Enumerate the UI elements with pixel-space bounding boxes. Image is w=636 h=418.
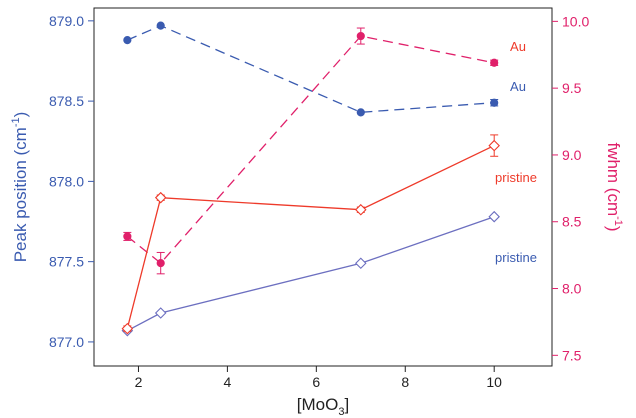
- x-tick-label-2: 6: [312, 374, 320, 390]
- series-3-point-1: [154, 191, 167, 204]
- series-1-point-2: [355, 257, 367, 270]
- y-right-tick-label-5: 10.0: [562, 13, 589, 29]
- series-3-point-0: [121, 322, 134, 335]
- y-left-tick-label-0: 877.0: [49, 334, 84, 350]
- series-1-line: [126, 216, 495, 332]
- series-2-line: [126, 35, 495, 264]
- series-2-point-2: [356, 31, 365, 41]
- series-1-point-1: [154, 307, 167, 319]
- y-right-tick-label-0: 7.5: [562, 347, 582, 363]
- y-left-tick-label-1: 877.5: [49, 254, 84, 270]
- y-left-tick-label-3: 878.5: [49, 93, 84, 109]
- y-axis-right-label: fwhm (cm-1): [604, 142, 624, 231]
- series-3-point-3: [488, 139, 500, 152]
- y-right-tick-label-1: 8.0: [562, 281, 582, 297]
- y-right-tick-label-2: 8.5: [562, 214, 582, 230]
- annotation-red-pristine: pristine: [495, 170, 537, 185]
- y-right-tick-label-4: 9.5: [562, 80, 582, 96]
- series-3-point-2: [355, 203, 367, 216]
- series-1-point-3: [488, 210, 500, 223]
- series-0-point-1: [156, 21, 165, 30]
- x-tick-label-1: 4: [223, 374, 231, 390]
- series-0-point-0: [123, 36, 132, 45]
- y-axis-left-label: Peak position (cm-1): [10, 112, 30, 263]
- series-3-line: [126, 145, 495, 329]
- y-left-tick-label-2: 878.0: [49, 173, 84, 189]
- annotation-group: Au Au pristine pristine: [495, 39, 537, 265]
- series-2-point-1: [156, 259, 165, 268]
- x-tick-label-3: 8: [401, 374, 409, 390]
- series-0-point-3: [490, 98, 499, 107]
- annotation-blue-pristine: pristine: [495, 250, 537, 265]
- tick-group: 2 4 6 8 10 877.0 877.5 878.0 878.5 879.0 7.5 8.0 8.5…: [49, 13, 590, 390]
- series-0-line: [127, 24, 495, 113]
- x-axis-label: [MoO3]: [297, 395, 349, 418]
- x-tick-label-4: 10: [486, 374, 502, 390]
- y-right-tick-label-3: 9.0: [562, 147, 582, 163]
- x-tick-label-0: 2: [135, 374, 143, 390]
- series-group: [121, 21, 500, 337]
- series-0-point-2: [356, 108, 365, 117]
- plot-frame: [93, 7, 553, 367]
- annotation-blue-au: Au: [510, 79, 526, 94]
- annotation-red-au: Au: [510, 39, 526, 54]
- series-2-point-3: [490, 58, 499, 67]
- series-2-point-0: [123, 232, 132, 241]
- y-left-tick-label-4: 879.0: [49, 13, 84, 29]
